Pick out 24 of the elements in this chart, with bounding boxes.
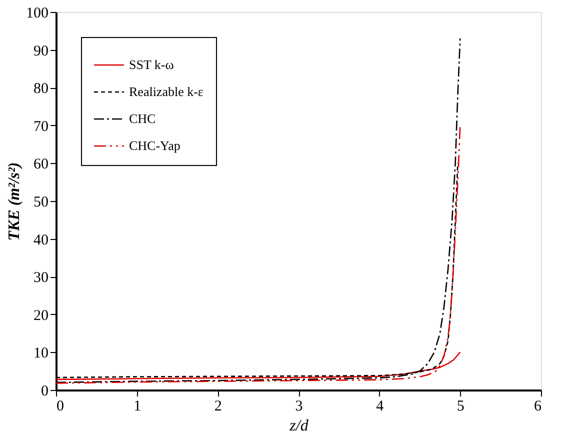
legend-label: Realizable k-ε	[129, 84, 204, 99]
y-tick-label: 60	[34, 156, 48, 173]
y-tick-label: 10	[34, 346, 48, 362]
x-tick-label: 0	[56, 398, 64, 414]
y-axis-title: TKE (m²/s²)	[6, 162, 23, 241]
y-tick-label: 0	[41, 384, 48, 400]
y-tick-label: 50	[34, 194, 48, 210]
y-tick-label: 40	[34, 232, 48, 248]
x-tick-label: 5	[456, 398, 464, 414]
legend-label: SST k-ω	[129, 57, 174, 72]
y-tick-label: 100	[26, 6, 48, 22]
x-tick-label: 4	[376, 398, 384, 414]
x-tick-label: 3	[295, 398, 303, 414]
y-tick-label: 70	[34, 118, 48, 135]
x-tick-label: 6	[534, 398, 542, 414]
x-axis-title: z/d	[288, 418, 310, 434]
x-tick-label: 2	[214, 398, 222, 414]
legend-label: CHC-Yap	[129, 138, 180, 153]
legend-label: CHC	[129, 111, 156, 126]
x-tick-label: 1	[134, 398, 142, 414]
y-tick-label: 80	[34, 81, 48, 98]
y-tick-label: 30	[34, 270, 48, 286]
y-tick-label: 20	[34, 308, 48, 324]
y-tick-label: 90	[34, 43, 48, 60]
